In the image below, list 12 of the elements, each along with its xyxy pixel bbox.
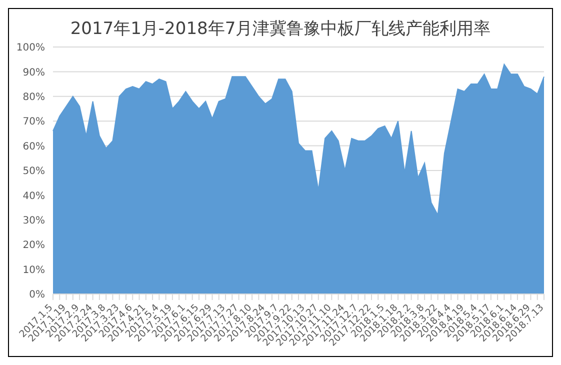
y-tick-label: 90% bbox=[22, 67, 45, 78]
y-tick-label: 30% bbox=[22, 215, 45, 226]
y-tick-label: 50% bbox=[22, 166, 45, 178]
y-tick-label: 80% bbox=[22, 92, 45, 103]
y-tick-label: 10% bbox=[22, 264, 45, 276]
y-tick-label: 70% bbox=[22, 116, 45, 128]
y-tick-label: 60% bbox=[22, 141, 45, 152]
y-tick-label: 40% bbox=[22, 190, 45, 202]
y-tick-label: 100% bbox=[16, 42, 45, 54]
y-tick-label: 20% bbox=[22, 240, 45, 252]
y-tick-label: 0% bbox=[29, 290, 45, 301]
chart-title: 2017年1月-2018年7月津冀鲁豫中板厂轧线产能利用率 bbox=[69, 18, 492, 41]
